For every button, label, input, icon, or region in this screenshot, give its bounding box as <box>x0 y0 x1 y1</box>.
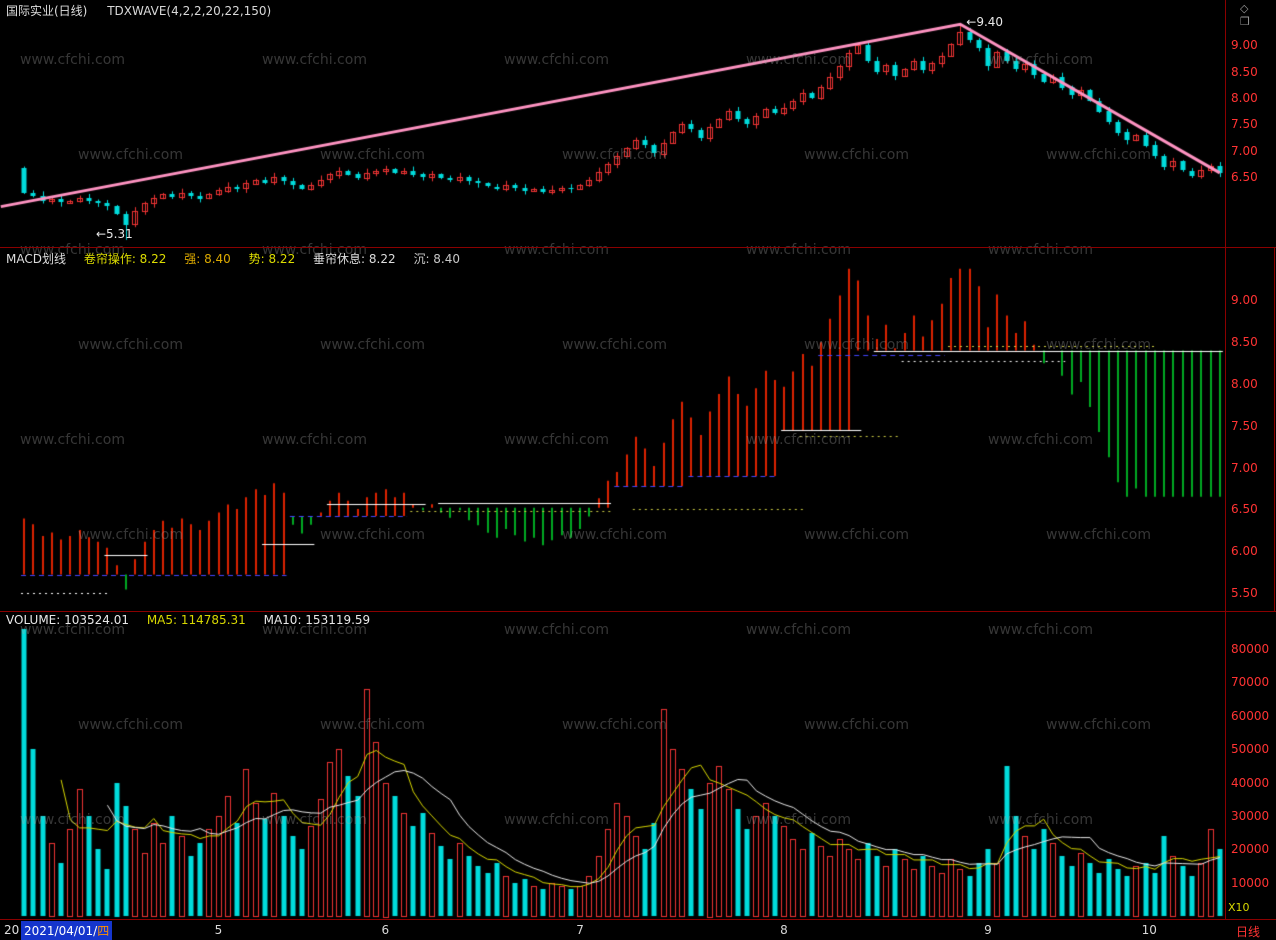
macd-value-5: 沉: 8.40 <box>413 252 461 266</box>
volume-panel-header: VOLUME: 103524.01 MA5: 114785.31 MA10: 1… <box>6 613 384 627</box>
month-tick-label: 10 <box>1141 923 1157 937</box>
month-tick-label: 6 <box>381 923 390 937</box>
period-label[interactable]: 日线 <box>1236 925 1261 939</box>
date-text: 2021/04/01/ <box>24 924 98 938</box>
macd-value-3: 势: 8.22 <box>248 252 296 266</box>
window-icon[interactable]: ❒ <box>1240 15 1256 28</box>
volume-ma5-value: MA5: 114785.31 <box>146 613 246 627</box>
axis-tick: 7.00 <box>1231 143 1258 158</box>
axis-tick: 30000 <box>1231 808 1270 823</box>
macd-axis-border <box>1274 247 1275 612</box>
date-prefix: 20 <box>4 923 20 937</box>
low-price-annotation: ←5.31 <box>95 226 133 241</box>
header-icons: ◇ ❒ <box>1240 2 1276 28</box>
macd-value-4: 垂帘休息: 8.22 <box>313 252 396 266</box>
weekday-text: 四 <box>97 924 110 938</box>
panel-separator <box>0 247 1276 248</box>
axis-tick: 8.50 <box>1231 64 1258 79</box>
axis-tick: 7.50 <box>1231 418 1258 433</box>
diamond-icon[interactable]: ◇ <box>1240 2 1255 15</box>
axis-tick: 8.00 <box>1231 91 1258 106</box>
axis-tick: 7.50 <box>1231 117 1258 132</box>
axis-separator <box>1225 0 1226 940</box>
axis-tick: 8.00 <box>1231 377 1258 392</box>
axis-tick: 10000 <box>1231 875 1270 890</box>
month-tick-label: 9 <box>984 923 992 937</box>
axis-tick: 9.00 <box>1231 293 1258 308</box>
axis-tick: 40000 <box>1231 775 1270 790</box>
axis-tick: 5.50 <box>1231 585 1258 600</box>
macd-title: MACD划线 <box>6 252 66 266</box>
axis-tick: 8.50 <box>1231 335 1258 350</box>
volume-unit-label: X10 <box>1228 901 1250 914</box>
axis-tick: 80000 <box>1231 642 1270 656</box>
axis-tick: 7.00 <box>1231 460 1258 475</box>
axis-tick: 9.00 <box>1231 38 1258 53</box>
high-price-annotation: ←9.40 <box>966 15 1004 30</box>
panel-separator <box>0 611 1276 612</box>
month-tick-label: 7 <box>576 923 584 937</box>
price-panel[interactable] <box>0 18 1225 247</box>
axis-tick: 60000 <box>1231 708 1270 723</box>
axis-tick: 6.50 <box>1231 502 1258 517</box>
macd-panel[interactable] <box>0 248 1225 611</box>
volume-panel[interactable] <box>0 612 1225 919</box>
macd-value-1: 卷帘操作: 8.22 <box>83 252 167 266</box>
date-display[interactable]: 2021/04/01/四 <box>21 921 113 940</box>
volume-value: VOLUME: 103524.01 <box>6 613 129 627</box>
stock-title: 国际实业(日线) <box>6 4 88 18</box>
macd-panel-header: MACD划线 卷帘操作: 8.22 强: 8.40 势: 8.22 垂帘休息: … <box>6 250 474 267</box>
month-tick-label: 8 <box>780 923 788 937</box>
axis-tick: 20000 <box>1231 842 1270 857</box>
month-tick-label: 5 <box>214 923 223 937</box>
axis-tick: 6.00 <box>1231 544 1258 559</box>
axis-tick: 6.50 <box>1231 170 1258 185</box>
axis-tick: 70000 <box>1231 675 1270 690</box>
macd-value-2: 强: 8.40 <box>184 252 231 266</box>
title-bar: 国际实业(日线) TDXWAVE(4,2,2,20,22,150) <box>6 2 271 19</box>
indicator-name: TDXWAVE(4,2,2,20,22,150) <box>107 4 272 18</box>
bottom-status-bar: 20 2021/04/01/四 5 6 7 8 9 10 日线 <box>0 920 1276 940</box>
axis-tick: 50000 <box>1231 742 1270 757</box>
volume-ma10-value: MA10: 153119.59 <box>263 613 371 627</box>
panel-separator <box>0 919 1276 920</box>
